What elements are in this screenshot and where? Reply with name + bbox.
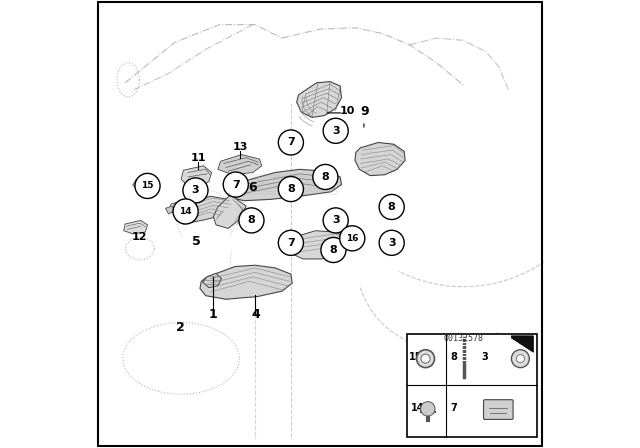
Circle shape [323,118,348,143]
Polygon shape [177,196,235,224]
Polygon shape [132,177,154,190]
Text: 11: 11 [190,153,206,163]
Text: 13: 13 [232,142,248,152]
Text: 6: 6 [248,181,257,194]
Circle shape [223,172,248,197]
Circle shape [379,230,404,255]
Polygon shape [181,166,212,186]
Circle shape [421,354,430,363]
Circle shape [278,177,303,202]
Text: 7: 7 [287,138,295,147]
Circle shape [173,199,198,224]
Text: 3: 3 [332,126,339,136]
Circle shape [420,402,435,416]
Circle shape [313,164,338,190]
Bar [407,334,538,437]
Circle shape [323,208,348,233]
Text: 8: 8 [287,184,295,194]
Text: 12: 12 [131,233,147,242]
Polygon shape [165,206,174,214]
Circle shape [516,355,524,363]
Text: 8: 8 [388,202,396,212]
Text: 1: 1 [209,308,218,321]
Text: 15: 15 [409,352,422,362]
Circle shape [239,208,264,233]
Circle shape [340,226,365,251]
Text: 3: 3 [388,238,396,248]
Text: 3: 3 [481,352,488,362]
Text: 8: 8 [330,245,337,255]
Text: 4: 4 [251,308,260,321]
Circle shape [321,237,346,263]
Polygon shape [227,169,342,201]
Circle shape [278,130,303,155]
Text: 15: 15 [141,181,154,190]
Circle shape [379,194,404,220]
Polygon shape [355,142,405,176]
Polygon shape [124,220,148,234]
Text: 5: 5 [191,234,200,248]
Text: 7: 7 [287,238,295,248]
Polygon shape [203,273,221,288]
Text: 3: 3 [191,185,199,195]
Text: 7: 7 [451,403,458,413]
Polygon shape [297,82,342,117]
Text: 8: 8 [248,215,255,225]
Text: 8: 8 [451,352,457,362]
Circle shape [417,350,435,368]
Text: 14: 14 [179,207,192,216]
Text: 8: 8 [321,172,329,182]
Polygon shape [213,195,246,228]
Text: 16: 16 [346,234,358,243]
Text: 7: 7 [232,180,239,190]
Text: 14: 14 [412,403,425,413]
Polygon shape [287,231,347,259]
Circle shape [278,230,303,255]
Polygon shape [218,155,262,175]
FancyBboxPatch shape [484,400,513,419]
Polygon shape [168,201,190,215]
Circle shape [183,178,208,203]
Text: 2: 2 [176,320,184,334]
Polygon shape [200,265,292,299]
Polygon shape [511,336,533,352]
Text: 9: 9 [360,104,369,118]
Text: 10: 10 [340,106,355,116]
Text: 3: 3 [332,215,339,225]
Circle shape [135,173,160,198]
Circle shape [511,350,529,368]
Text: 00132578: 00132578 [444,334,484,344]
